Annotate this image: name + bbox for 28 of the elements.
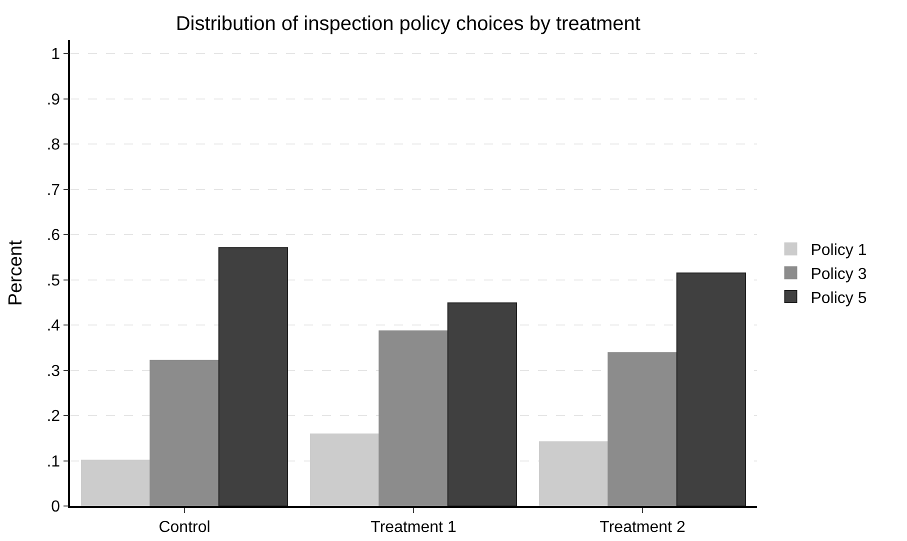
- y-tick-label: .3: [46, 362, 60, 380]
- y-tick-label: .1: [46, 453, 60, 470]
- y-tick-label: .8: [46, 136, 60, 154]
- bar: [150, 360, 220, 506]
- bar: [608, 352, 678, 506]
- y-tick-label: 0: [51, 498, 60, 516]
- legend-label: Policy 1: [810, 242, 867, 260]
- y-tick-label: .4: [46, 318, 60, 335]
- chart-title: Distribution of inspection policy choices by treatment: [176, 13, 641, 36]
- y-tick-label: .2: [46, 408, 60, 426]
- bar: [676, 272, 746, 506]
- bar: [447, 302, 518, 506]
- y-axis-title: Percent: [6, 240, 26, 306]
- y-tick-label: .5: [46, 272, 60, 290]
- legend-label: Policy 5: [810, 290, 867, 307]
- y-tick-label: 1: [51, 46, 60, 64]
- legend-label: Policy 3: [810, 266, 867, 283]
- bar: [310, 434, 380, 506]
- x-tick-label: Treatment 2: [600, 519, 686, 536]
- bar: [378, 330, 448, 506]
- bar: [218, 247, 288, 506]
- y-tick-label: .7: [46, 182, 60, 199]
- y-tick-label: .9: [46, 91, 60, 108]
- x-tick-label: Treatment 1: [370, 519, 456, 536]
- bar: [538, 441, 609, 506]
- bar: [80, 460, 151, 506]
- x-tick-label: Control: [158, 519, 210, 536]
- y-tick-label: .6: [46, 227, 60, 244]
